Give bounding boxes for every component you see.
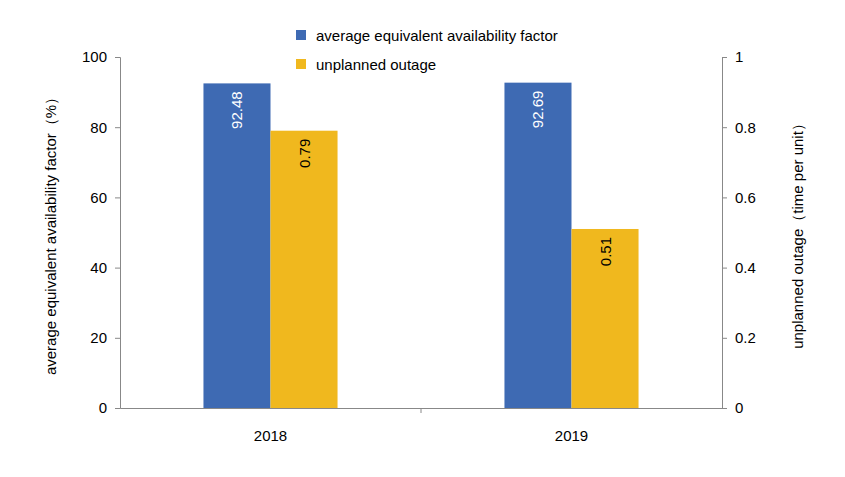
bars [203, 83, 638, 408]
bar [572, 229, 639, 408]
legend-label: average equivalent availability factor [316, 27, 558, 44]
plot: 92.48 92.69 0.79 0.51 0 20 40 60 80 100 0 0.2 0.4 0.6… [82, 48, 756, 443]
legend-label: unplanned outage [316, 56, 436, 73]
tick-label: 2018 [254, 427, 287, 444]
data-label: 0.79 [296, 139, 313, 168]
tick-label: 20 [90, 329, 107, 346]
tick: 60 [90, 189, 120, 206]
tick-label: 0.4 [735, 259, 756, 276]
tick: 100 [82, 48, 120, 65]
legend-item: average equivalent availability factor [296, 27, 558, 44]
axis: 0 20 40 60 80 100 [82, 48, 121, 416]
tick-mark [722, 268, 727, 269]
data-labels: 92.48 92.69 0.79 0.51 [228, 91, 613, 267]
bar [271, 131, 338, 408]
legend-swatch [296, 30, 306, 40]
tick-mark [722, 57, 727, 58]
legend-item: unplanned outage [296, 56, 436, 73]
tick-mark [115, 408, 120, 409]
tick: 2018 [254, 408, 287, 444]
tick-mark [722, 408, 727, 409]
axis-line [115, 58, 121, 409]
tick: 0.8 [722, 119, 756, 136]
tick: 0.2 [722, 329, 756, 346]
y-axis-title: average equivalent availability factor（%… [42, 90, 59, 375]
legend-swatch [296, 59, 306, 69]
tick: 20 [90, 329, 120, 346]
tick-label: 60 [90, 189, 107, 206]
tick-mark [115, 338, 120, 339]
tick-mark [722, 127, 727, 128]
category-separator [421, 408, 422, 413]
data-label: 0.51 [597, 237, 614, 266]
axis: 0 0.2 0.4 0.6 0.8 1 [722, 48, 756, 416]
tick-mark [115, 57, 120, 58]
tick-mark [722, 197, 727, 198]
tick: 0 [722, 399, 743, 416]
legend: average equivalent availability factor un… [296, 27, 558, 73]
tick: 80 [90, 119, 120, 136]
tick: 0.6 [722, 189, 756, 206]
tick: 0 [99, 399, 120, 416]
tick-label: 0 [735, 399, 743, 416]
tick-label: 0.8 [735, 119, 756, 136]
tick-mark [115, 127, 120, 128]
tick: 2019 [555, 408, 588, 444]
tick-label: 80 [90, 119, 107, 136]
tick-mark [115, 197, 120, 198]
tick-label: 2019 [555, 427, 588, 444]
tick-mark [722, 338, 727, 339]
tick-mark [115, 268, 120, 269]
tick-label: 40 [90, 259, 107, 276]
axis: 2018 2019 [121, 408, 723, 444]
data-label: 92.48 [228, 91, 245, 129]
y2-axis-title: unplanned outage（time per unit） [789, 116, 806, 349]
data-label: 92.69 [529, 91, 546, 129]
tick-label: 0 [99, 399, 107, 416]
bar [203, 83, 270, 408]
tick-label: 1 [735, 48, 743, 65]
tick-label: 0.2 [735, 329, 756, 346]
tick-label: 100 [82, 48, 107, 65]
axis-line [723, 58, 728, 409]
tick: 0.4 [722, 259, 756, 276]
tick: 40 [90, 259, 120, 276]
tick: 1 [722, 48, 743, 65]
tick-label: 0.6 [735, 189, 756, 206]
bar [504, 83, 571, 408]
